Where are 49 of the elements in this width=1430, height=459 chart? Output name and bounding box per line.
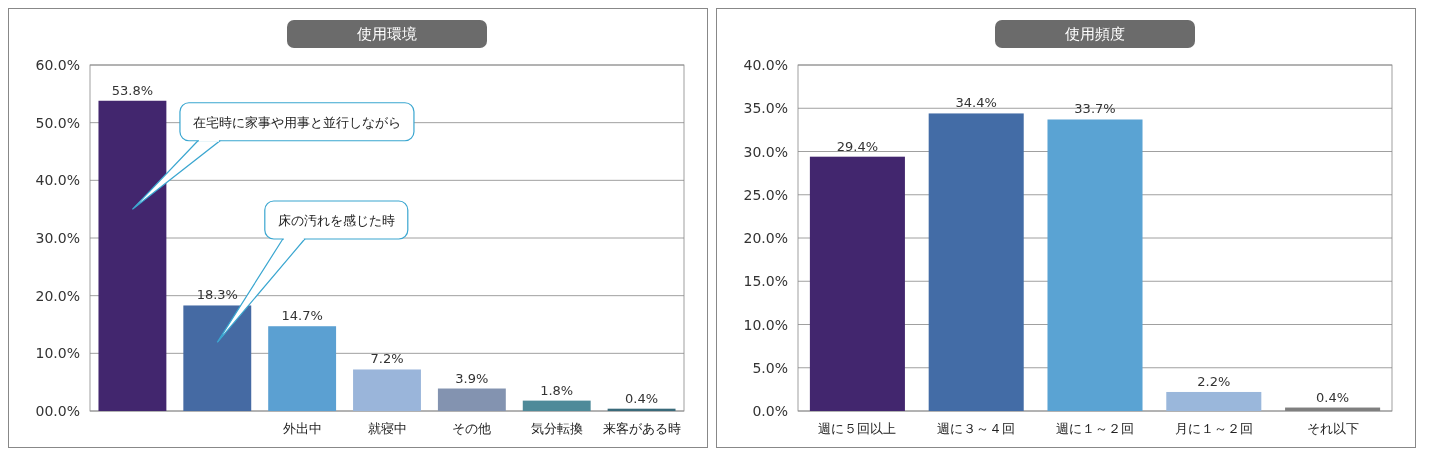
x-tick-label: 週に１～２回 (1056, 421, 1134, 436)
bar (437, 388, 506, 411)
chart-title: 使用頻度 (1065, 25, 1125, 43)
annotation: 床の汚れを感じた時 (277, 213, 395, 228)
y-tick-label: 40.0% (35, 172, 80, 189)
x-tick-label: 就寝中 (367, 421, 407, 436)
y-tick-label: 20.0% (743, 230, 788, 246)
y-tick-label: 30.0% (35, 230, 80, 246)
y-tick-label: 35.0% (743, 100, 788, 117)
y-tick-label: 10.0% (35, 345, 80, 362)
y-tick-label: 20.0% (35, 287, 80, 304)
data-label: 1.8% (540, 382, 574, 398)
chart-title: 使用環境 (357, 25, 417, 43)
x-tick-label: 来客がある時 (602, 421, 681, 436)
bar (1047, 119, 1143, 411)
y-tick-label: 00.0% (35, 403, 80, 419)
data-label: 14.7% (281, 308, 323, 324)
bar (522, 400, 591, 411)
y-tick-label: 5.0% (752, 359, 788, 376)
data-label: 3.9% (455, 370, 489, 386)
bar (809, 156, 905, 411)
annotation: 在宅時に家事や用事と並行しながら (192, 114, 401, 130)
y-tick-label: 40.0% (743, 57, 788, 73)
y-tick-label: 15.0% (743, 273, 788, 290)
x-tick-label: 週に３～４回 (937, 421, 1016, 436)
x-tick-label: 外出中 (282, 421, 322, 436)
x-tick-label: 気分転換 (530, 421, 583, 436)
data-label: 34.4% (955, 95, 997, 111)
y-tick-label: 0.0% (752, 403, 788, 419)
x-tick-label: 月に１～２回 (1174, 421, 1253, 436)
data-label: 0.4% (625, 390, 659, 406)
x-tick-label: その他 (452, 421, 492, 436)
bar (1166, 391, 1262, 411)
x-tick-label: 週に５回以上 (818, 421, 897, 436)
data-label: 53.8% (111, 82, 154, 98)
y-tick-label: 50.0% (35, 114, 80, 131)
x-tick-label: それ以下 (1306, 421, 1359, 436)
y-tick-label: 25.0% (743, 186, 788, 203)
data-label: 0.4% (1316, 389, 1350, 405)
data-label: 7.2% (370, 351, 404, 367)
bar (353, 369, 421, 411)
y-tick-label: 30.0% (743, 143, 788, 160)
y-tick-label: 10.0% (743, 316, 788, 333)
data-label: 2.2% (1197, 373, 1231, 389)
data-label: 18.3% (196, 287, 238, 303)
data-label: 33.7% (1074, 101, 1116, 117)
data-label: 29.4% (836, 138, 879, 154)
y-tick-label: 60.0% (35, 57, 80, 73)
bar (928, 113, 1024, 411)
